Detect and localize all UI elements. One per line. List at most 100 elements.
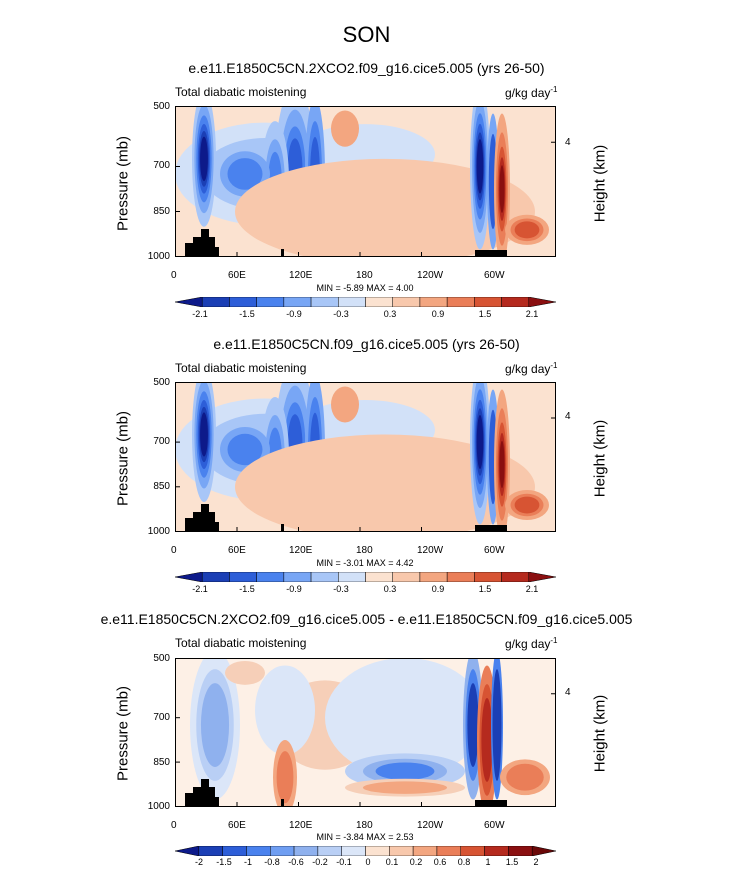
colorbar-swatch — [283, 572, 312, 582]
colorbar-swatch — [222, 846, 247, 856]
colorbar-swatch — [460, 846, 485, 856]
panel-1-colorbar — [175, 297, 556, 307]
panel-2-positive-region — [331, 386, 359, 423]
colorbar-swatch — [256, 572, 285, 582]
panel-1-cbar-label: 0.9 — [431, 309, 445, 319]
panel-2-positive-column — [499, 440, 505, 489]
panel-1-ytick-700: 700 — [153, 160, 170, 171]
panel-3-ytick-850: 850 — [153, 757, 170, 768]
panel-3-ylabel: Pressure (mb) — [114, 685, 132, 782]
colorbar-swatch — [270, 846, 295, 856]
panel-2-topography — [281, 524, 284, 532]
colorbar-swatch — [389, 846, 414, 856]
colorbar-swatch — [501, 572, 530, 582]
panel-1-topography — [281, 249, 284, 257]
colorbar-swatch — [198, 846, 223, 856]
colorbar-swatch — [419, 572, 448, 582]
panel-3-cbar-label: 1.5 — [505, 857, 519, 867]
panel-3-cbar-label: 2 — [533, 857, 539, 867]
panel-2-xtick: 180 — [356, 545, 373, 556]
panel-2-ytick-500: 500 — [153, 377, 170, 388]
colorbar-swatch — [246, 846, 271, 856]
panel-3-xtick: 60W — [484, 820, 505, 831]
colorbar-swatch — [175, 572, 203, 582]
panel-2-ytick-1000: 1000 — [147, 526, 170, 537]
panel-2-cbar-label: 0.3 — [383, 584, 397, 594]
panel-3-negative-region — [325, 658, 485, 778]
panel-2-cbar-label: -0.3 — [333, 584, 349, 594]
panel-3-xtick: 120E — [289, 820, 313, 831]
panel-1-ytick-right-4: 4 — [565, 137, 571, 148]
colorbar-swatch — [474, 572, 502, 582]
colorbar-swatch — [256, 297, 285, 307]
panel-1-ytick-1000: 1000 — [147, 251, 170, 262]
panel-1-minmax: MIN = -5.89 MAX = 4.00 — [316, 283, 414, 293]
panel-3-cbar-label: -0.8 — [264, 857, 280, 867]
panel-2-negative-region — [227, 433, 263, 466]
panel-3-cbar-label: -0.1 — [336, 857, 352, 867]
panel-3-xtick: 60E — [228, 820, 246, 831]
panel-3-cbar-label: 0.1 — [385, 857, 399, 867]
panel-1-xtick: 0 — [171, 270, 177, 281]
panel-3-ytick-right-4: 4 — [565, 687, 571, 698]
panel-2-cbar-label: 1.5 — [478, 584, 492, 594]
main-title: SON — [342, 22, 391, 47]
colorbar-swatch — [338, 297, 366, 307]
colorbar-swatch — [508, 846, 533, 856]
panel-2-cbar-label: -1.5 — [239, 584, 255, 594]
colorbar-swatch — [175, 297, 203, 307]
panel-1-positive-column — [499, 165, 505, 213]
panel-3-positive-column — [481, 698, 493, 782]
panel-2-minmax: MIN = -3.01 MAX = 4.42 — [316, 558, 414, 568]
panel-1-units-label: g/kg day-1 — [505, 85, 558, 100]
panel-1-cbar-label: 1.5 — [478, 309, 492, 319]
panel-1-xtick: 120W — [417, 270, 444, 281]
panel-1-variable-label: Total diabatic moistening — [175, 85, 307, 99]
panel-1-xtick: 60W — [484, 270, 505, 281]
panel-3-ytick-700: 700 — [153, 712, 170, 723]
colorbar-swatch — [283, 297, 312, 307]
colorbar-swatch — [341, 846, 366, 856]
panel-3-topography — [185, 779, 219, 807]
panel-2-xtick: 0 — [171, 545, 177, 556]
colorbar-swatch — [317, 846, 342, 856]
panel-1-ytick-850: 850 — [153, 206, 170, 217]
panel-1-negative-region — [227, 158, 263, 190]
panel-2-heatmap — [175, 382, 556, 532]
panel-3-negative-column — [467, 683, 479, 767]
panel-1-topography — [185, 229, 219, 257]
panel-3-xtick: 120W — [417, 820, 444, 831]
panel-1-negative-column — [476, 139, 484, 194]
colorbar-swatch — [365, 297, 393, 307]
panel-2-xtick: 120W — [417, 545, 444, 556]
colorbar-swatch — [293, 846, 319, 856]
panel-2-positive-region — [235, 434, 535, 532]
panel-3-positive-region — [506, 763, 544, 791]
panel-2-cbar-label: -2.1 — [192, 584, 208, 594]
colorbar-swatch — [446, 297, 475, 307]
panel-1-colorbar-labels: -2.1 -1.5 -0.9 -0.3 0.3 0.9 1.5 2.1 — [175, 309, 556, 321]
panel-3-cbar-label: -1 — [243, 857, 252, 867]
colorbar-swatch — [436, 846, 461, 856]
panel-3-xtick: 0 — [171, 820, 177, 831]
panel-1-cbar-label: -1.5 — [239, 309, 255, 319]
panel-3-heatmap — [175, 658, 556, 807]
panel-3-units-label: g/kg day-1 — [505, 636, 558, 651]
panel-1-positive-region — [514, 221, 540, 239]
panel-1-positive-region — [331, 110, 359, 147]
panel-1-positive-region — [235, 158, 535, 257]
panel-2-units-label: g/kg day-1 — [505, 361, 558, 376]
panel-3-topography — [475, 800, 507, 807]
panel-3-negative-region — [255, 665, 315, 755]
colorbar-swatch — [229, 572, 257, 582]
panel-3-colorbar-labels: -2 -1.5 -1 -0.8 -0.6 -0.2 -0.1 0 0.1 0.2… — [175, 857, 556, 869]
panel-3-negative-column — [200, 683, 230, 767]
panel-3-ytick-1000: 1000 — [147, 801, 170, 812]
panel-3-colorbar — [175, 846, 556, 856]
colorbar-swatch — [310, 572, 339, 582]
panel-2-positive-region — [514, 496, 540, 514]
panel-2-ytick-right-4: 4 — [565, 411, 571, 422]
panel-1-cbar-label: -0.9 — [286, 309, 302, 319]
colorbar-swatch — [474, 297, 502, 307]
panel-2-negative-column — [200, 412, 208, 457]
